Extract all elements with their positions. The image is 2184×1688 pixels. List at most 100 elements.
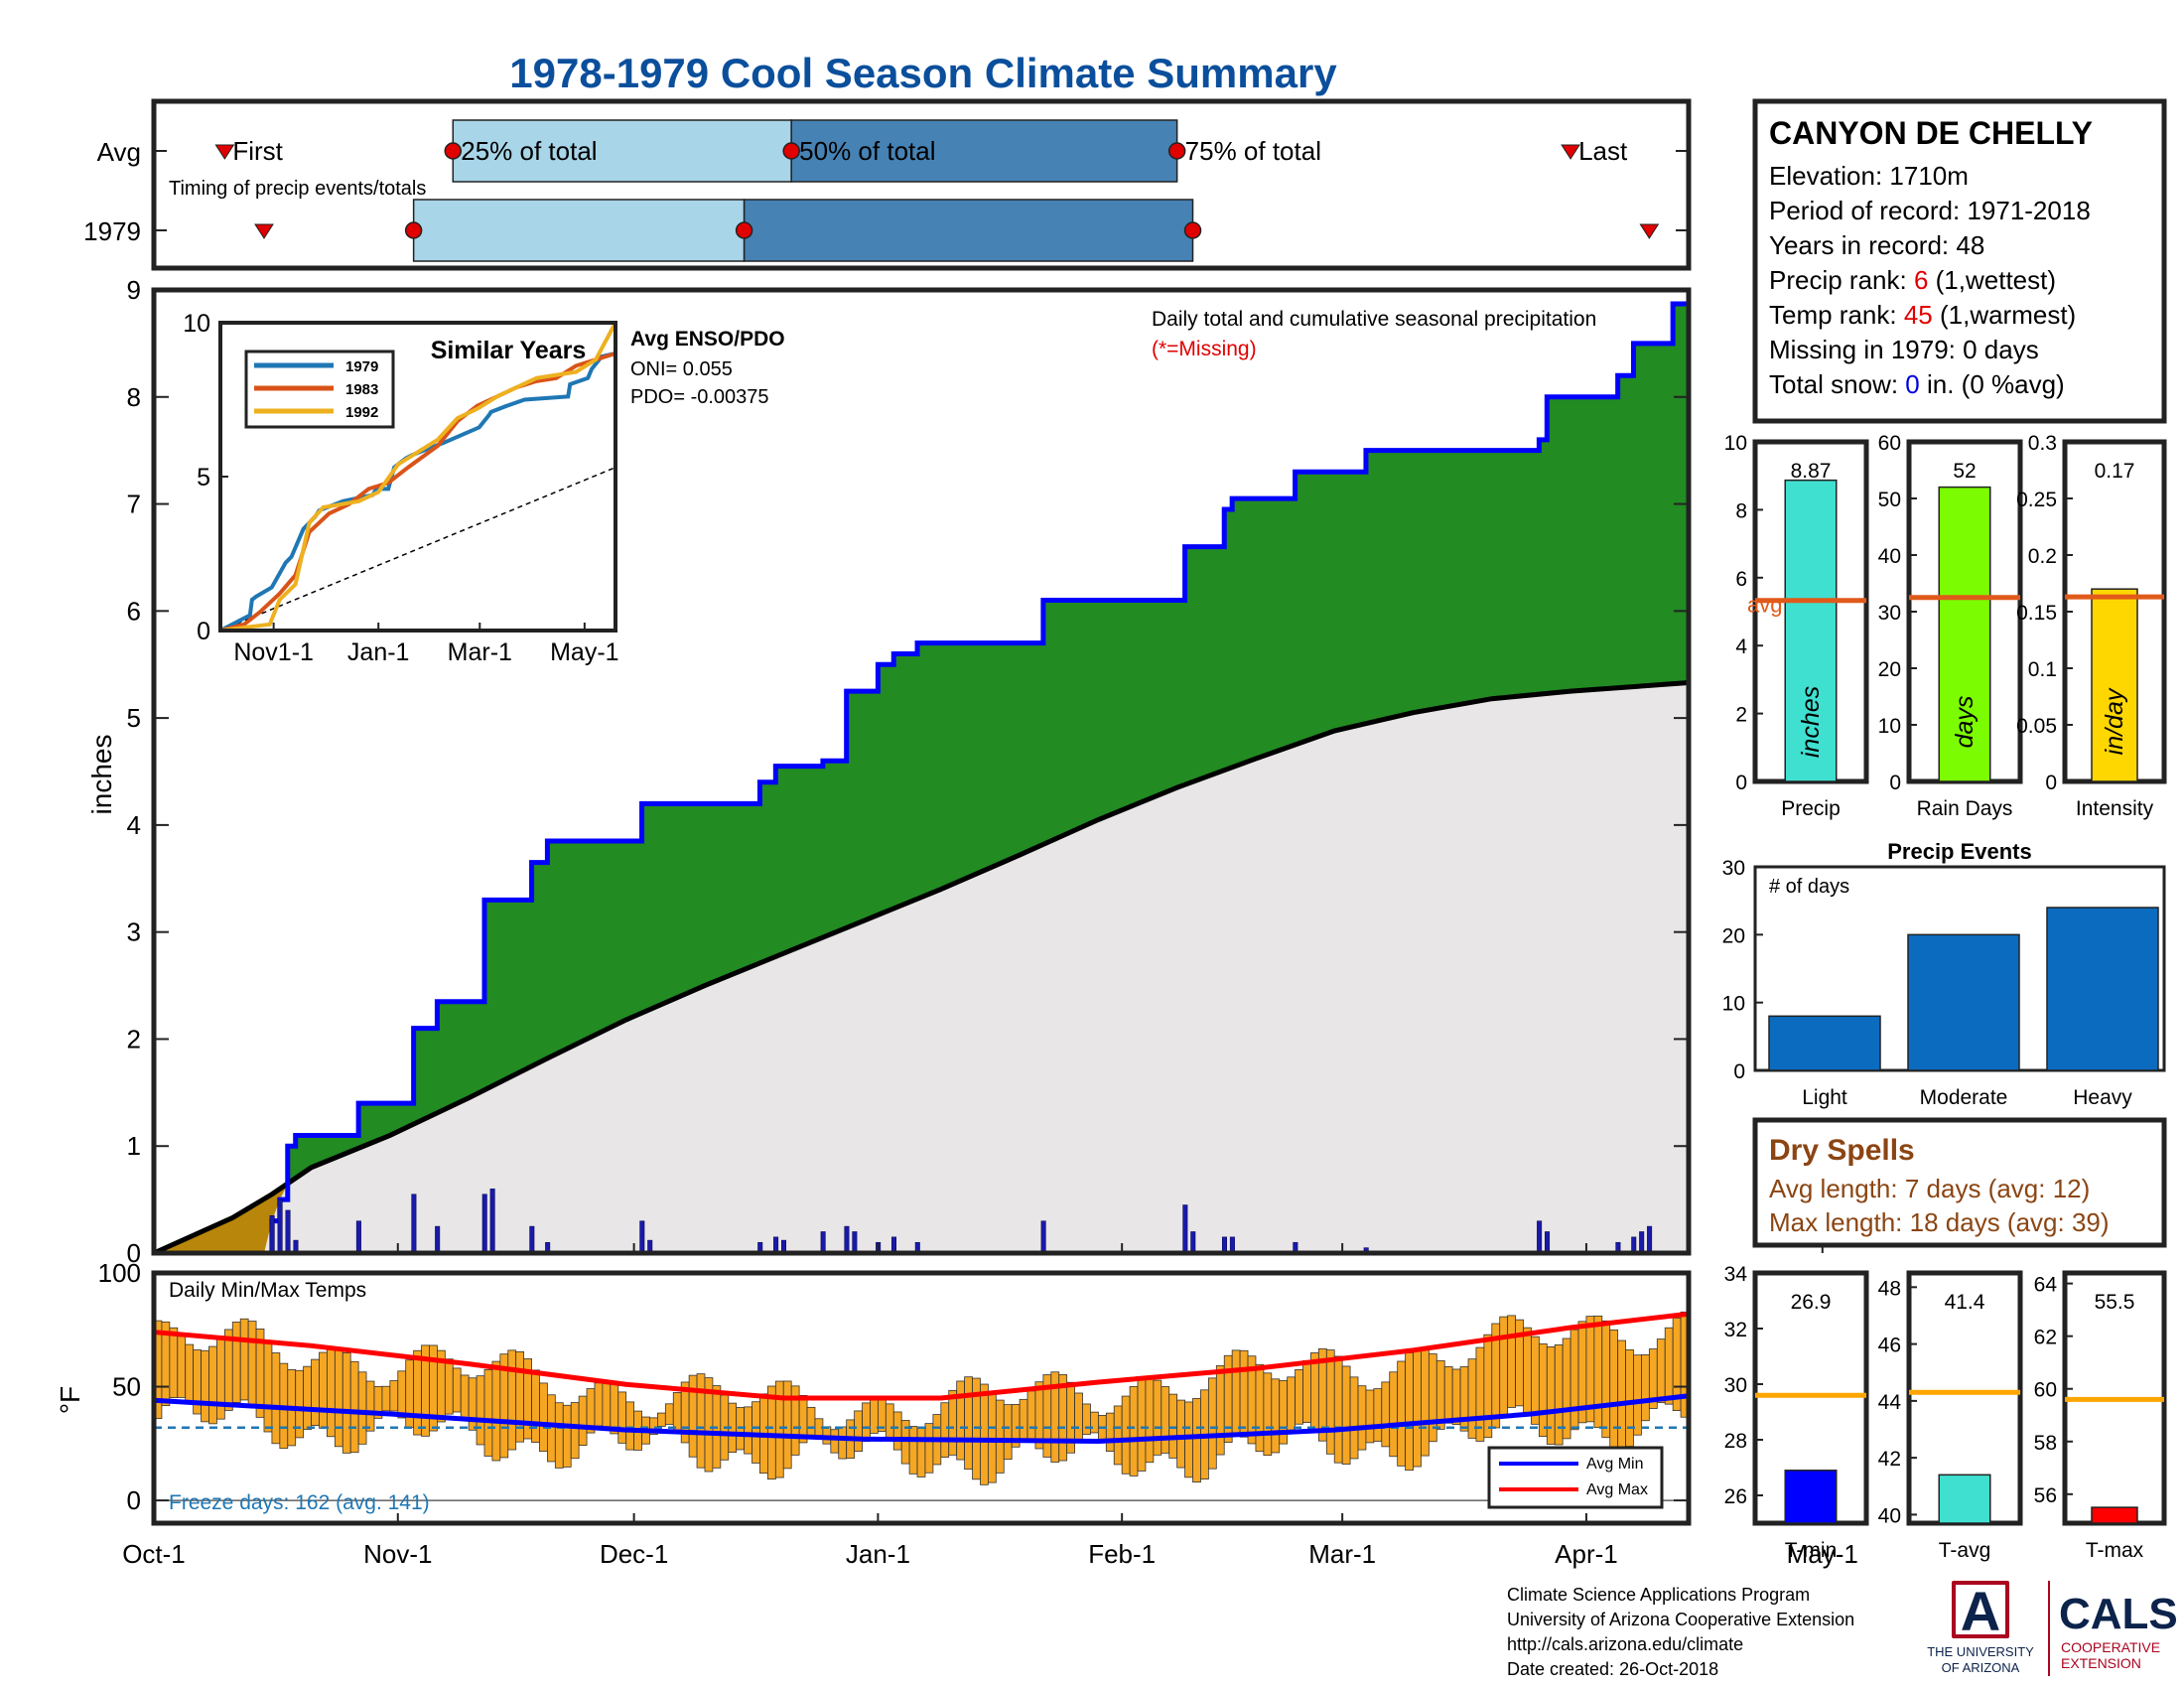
daily-temp-bar — [1664, 1327, 1674, 1405]
daily-temp-bar — [460, 1374, 470, 1419]
precip-total-unit-label: inches — [1797, 686, 1825, 758]
daily-temp-bar — [1153, 1379, 1162, 1456]
precip-ytick-label: 8 — [127, 382, 141, 412]
timing-label: First — [232, 136, 283, 166]
daily-temp-bar — [1413, 1347, 1422, 1468]
precip-events-bar — [1768, 1015, 1881, 1071]
daily-temp-bar — [1121, 1395, 1131, 1475]
timing-quartile-marker — [404, 221, 423, 239]
dry-spells-max: Max length: 18 days (avg: 39) — [1769, 1207, 2110, 1237]
daily-temp-bar — [1295, 1368, 1303, 1425]
daily-temp-bar — [357, 1371, 367, 1445]
daily-temp-bar — [1373, 1388, 1383, 1442]
daily-temp-bar — [271, 1352, 281, 1445]
daily-temp-bar — [1357, 1385, 1367, 1451]
footer: Climate Science Applications Program Uni… — [1507, 1580, 2178, 1679]
timing-quartile-marker — [1167, 142, 1186, 160]
enso-title: Avg ENSO/PDO — [630, 328, 785, 351]
season-totals-charts: 8.87 0 2 4 6 8 10 Precip inches avg 52 0 10 20 30 40 50 6… — [1724, 432, 2167, 820]
daily-temp-bar — [397, 1370, 407, 1419]
temperature-summary-charts: 26.9 26 28 30 32 34 T-min 41.4 40 42 44 46 48 T-avg 55… — [1724, 1263, 2167, 1562]
timing-quartile-marker — [735, 221, 753, 239]
average-precip-area — [154, 682, 1689, 1253]
daily-temp-bar — [1263, 1372, 1273, 1457]
month-tick-label: Dec-1 — [600, 1539, 668, 1569]
t-min-ytick-label: 28 — [1724, 1430, 1747, 1453]
daily-precip-bar — [820, 1231, 826, 1254]
daily-temp-bar — [1593, 1315, 1603, 1429]
freeze-note: Freeze days: 162 (avg. 141) — [169, 1491, 430, 1514]
daily-temp-bar — [239, 1318, 249, 1401]
daily-temp-bar — [1129, 1385, 1139, 1477]
daily-temp-bar — [223, 1329, 233, 1411]
t-min-ytick-label: 30 — [1724, 1374, 1747, 1397]
precip-events-bar — [2046, 907, 2159, 1071]
enso-oni: ONI= 0.055 — [630, 358, 733, 380]
timing-panel: Avg 1979 Timing of precip events/totals … — [83, 98, 1692, 271]
daily-temp-bar — [185, 1343, 195, 1405]
page-title: 1978-1979 Cool Season Climate Summary — [509, 50, 1337, 96]
t-max-category-label: T-max — [2086, 1539, 2144, 1562]
daily-temp-bar — [1656, 1338, 1666, 1404]
daily-precip-bar — [852, 1231, 858, 1254]
daily-temp-bar — [1325, 1349, 1335, 1455]
station-info-value: 0 — [1905, 369, 1919, 399]
precip-ytick-label: 1 — [127, 1131, 141, 1161]
daily-temp-bar — [1633, 1354, 1642, 1436]
daily-temp-bar — [1617, 1339, 1626, 1452]
daily-temp-bar — [924, 1423, 934, 1474]
intensity-category-label: Intensity — [2076, 797, 2154, 820]
station-info-label: Elevation: — [1769, 161, 1889, 191]
t-avg-ytick-label: 46 — [1878, 1335, 1901, 1357]
inset-ytick-label: 5 — [197, 464, 210, 492]
inset-xtick-label: Mar-1 — [448, 638, 512, 666]
station-info-value: 1971-2018 — [1967, 196, 2090, 225]
daily-temp-bar — [1397, 1360, 1406, 1467]
daily-temp-bar — [1184, 1401, 1193, 1478]
daily-temp-bar — [1443, 1365, 1453, 1424]
t-min-bar — [1784, 1470, 1838, 1524]
precip-events-ytick-label: 30 — [1722, 857, 1745, 880]
precip-events-category: Moderate — [1920, 1086, 2008, 1109]
daily-temp-bar — [311, 1358, 320, 1426]
month-tick-label: Oct-1 — [122, 1539, 186, 1569]
ua-logo-line-2: OF ARIZONA — [1942, 1660, 2020, 1675]
t-min-ytick-label: 34 — [1724, 1263, 1748, 1286]
timing-first-last-marker — [254, 223, 274, 239]
precip-total-ytick-label: 4 — [1735, 635, 1747, 658]
footer-line-4: Date created: 26-Oct-2018 — [1507, 1659, 1718, 1679]
station-info-label: Period of record: — [1769, 196, 1967, 225]
daily-temp-bar — [231, 1322, 241, 1403]
enso-pdo: PDO= -0.00375 — [630, 386, 769, 408]
timing-label: Last — [1578, 136, 1628, 166]
intensity-value-label: 0.17 — [2095, 460, 2135, 483]
timing-row-label-avg: Avg — [97, 137, 141, 167]
month-tick-label: Apr-1 — [1555, 1539, 1618, 1569]
precip-ytick-label: 3 — [127, 917, 141, 947]
daily-temp-bar — [1019, 1398, 1028, 1442]
daily-temp-bar — [1090, 1411, 1099, 1434]
daily-temp-bar — [1207, 1377, 1217, 1470]
t-max-ytick-label: 62 — [2034, 1327, 2057, 1349]
t-min-ytick-label: 32 — [1724, 1319, 1747, 1341]
temps-panel: 0 50 100 Daily Min/Max Temps °F Freeze day… — [55, 1258, 1692, 1526]
daily-precip-bar — [639, 1220, 645, 1254]
temp-ytick-label: 0 — [127, 1485, 141, 1515]
daily-temp-bar — [672, 1392, 682, 1431]
daily-precip-bar — [529, 1225, 535, 1254]
similar-years-title: Similar Years — [431, 337, 587, 364]
daily-temp-bar — [216, 1337, 225, 1420]
avg-min-line — [153, 1393, 1690, 1445]
timing-label: 75% of total — [1185, 136, 1321, 166]
daily-temp-bar — [617, 1391, 627, 1444]
similar-years-series-1992 — [219, 322, 617, 633]
daily-temp-bar — [570, 1402, 580, 1460]
precip-total-ytick-label: 6 — [1735, 568, 1747, 591]
ua-logo: A THE UNIVERSITY OF ARIZONA — [1927, 1580, 2034, 1675]
daily-temp-bar — [1365, 1389, 1375, 1444]
daily-temp-bar — [1074, 1392, 1083, 1444]
precip-events-ytick-label: 0 — [1733, 1060, 1745, 1083]
daily-temp-bar — [696, 1373, 706, 1469]
daily-temp-bar — [1421, 1348, 1430, 1457]
t-avg-ytick-label: 48 — [1878, 1277, 1901, 1300]
